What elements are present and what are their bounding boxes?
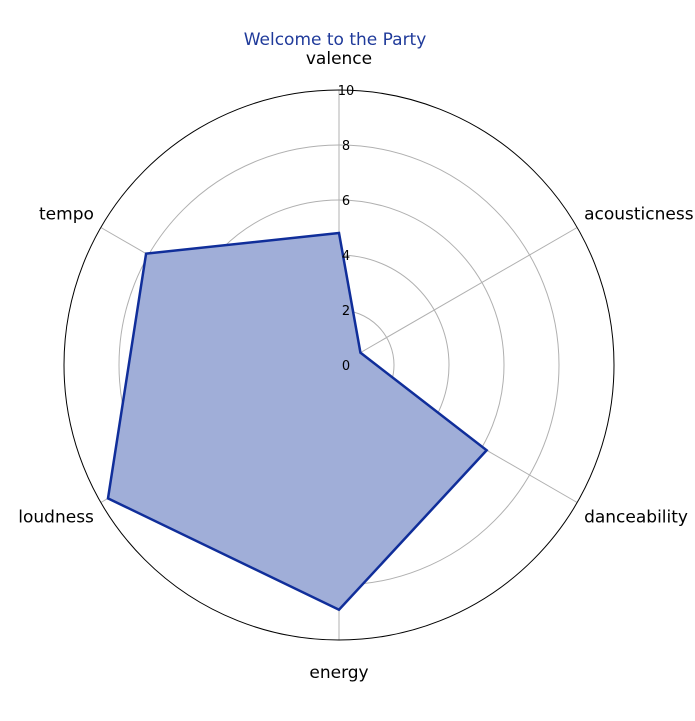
spoke-acousticness (338, 227, 578, 366)
radial-ticks: 0 2 4 6 8 10 (338, 84, 355, 374)
axis-label-acousticness: acousticness (584, 205, 694, 225)
outer-frame (63, 89, 615, 641)
tick-label-6: 6 (342, 194, 350, 209)
axis-labels: valence acousticness danceability energy lou… (18, 49, 693, 683)
tick-label-8: 8 (342, 139, 350, 154)
tick-label-2: 2 (342, 304, 350, 319)
tick-label-0: 0 (342, 359, 350, 374)
axis-label-tempo: tempo (39, 205, 94, 225)
axis-label-danceability: danceability (584, 508, 688, 528)
axis-label-energy: energy (309, 663, 368, 683)
tick-label-4: 4 (342, 249, 350, 264)
chart-title: Welcome to the Party (244, 30, 427, 50)
series-area-0 (106, 231, 489, 612)
radar-series (106, 231, 489, 612)
axis-label-valence: valence (306, 49, 372, 69)
tick-label-10: 10 (338, 84, 355, 99)
axis-label-loudness: loudness (18, 508, 94, 528)
